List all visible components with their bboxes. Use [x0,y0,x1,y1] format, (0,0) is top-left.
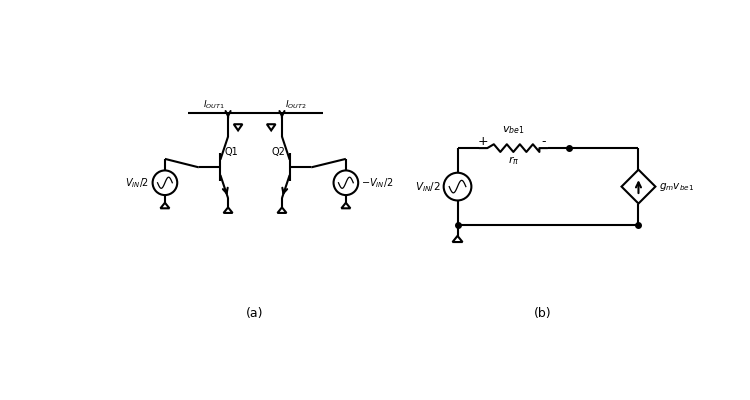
Text: $I_{OUT2}$: $I_{OUT2}$ [285,99,307,111]
Text: -: - [542,136,546,148]
Text: Q2: Q2 [272,146,286,156]
Text: (a): (a) [246,307,264,320]
Text: $r_{\pi}$: $r_{\pi}$ [508,154,519,167]
Text: +: + [478,136,488,148]
Text: $v_{be1}$: $v_{be1}$ [502,124,525,136]
Text: $-V_{IN}/2$: $-V_{IN}/2$ [362,176,394,190]
Text: $g_m v_{be1}$: $g_m v_{be1}$ [659,181,694,192]
Text: Q1: Q1 [224,146,238,156]
Text: $I_{OUT1}$: $I_{OUT1}$ [203,99,225,111]
Text: $V_{IN}/2$: $V_{IN}/2$ [415,180,440,194]
Text: $V_{IN}/2$: $V_{IN}/2$ [125,176,149,190]
Text: (b): (b) [533,307,551,320]
